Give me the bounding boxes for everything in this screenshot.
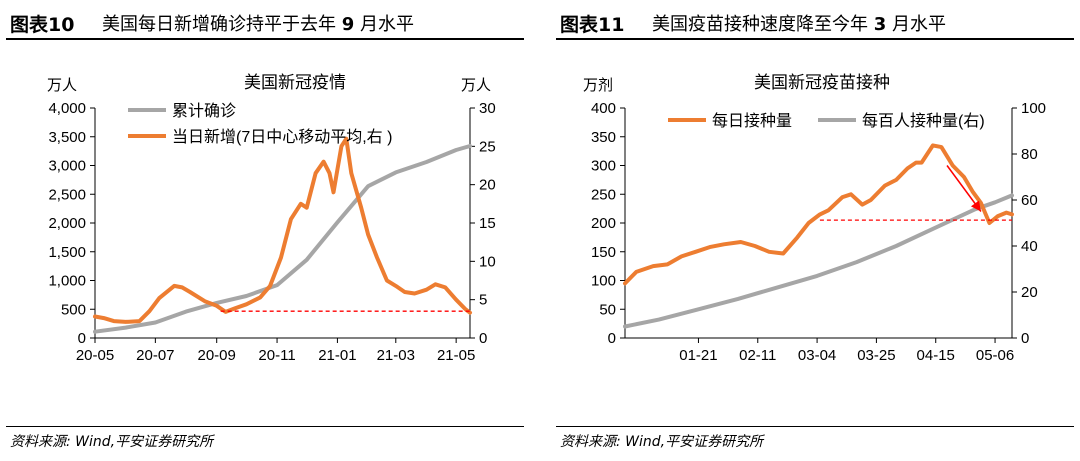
x-tick-label: 02-11 xyxy=(739,347,776,360)
y-right-tick-label: 40 xyxy=(1021,238,1038,255)
y-left-tick-label: 3,000 xyxy=(48,158,86,175)
cases-line-chart: 美国新冠疫情 万人 万人 0 500 1,000 1,500 2,000 2,500 3,000 3… xyxy=(47,73,496,360)
y-right-tick-label: 30 xyxy=(479,100,496,117)
y-right-tick-label: 80 xyxy=(1021,146,1038,163)
x-tick-label: 21-05 xyxy=(437,347,475,360)
legend-label: 每日接种量 xyxy=(712,112,792,130)
x-tick-label: 03-04 xyxy=(798,347,836,360)
y-right-unit: 万人 xyxy=(461,77,491,94)
x-tick-label: 01-21 xyxy=(679,347,717,360)
y-right-tick-label: 25 xyxy=(479,138,496,155)
figure-number: 图表10 xyxy=(10,14,75,36)
y-left-tick-label: 150 xyxy=(591,244,616,261)
x-tick-label: 20-07 xyxy=(136,347,174,360)
series-line-right xyxy=(93,136,472,324)
trend-arrow-head xyxy=(970,200,981,212)
y-right-tick-label: 0 xyxy=(1021,330,1029,347)
y-right-tick-label: 15 xyxy=(479,215,496,232)
y-right-tick-label: 60 xyxy=(1021,192,1038,209)
source-note: 资料来源: Wind,平安证券研究所 xyxy=(10,434,214,450)
y-left-tick-label: 400 xyxy=(591,100,616,117)
chart-panel-vaccination: 图表11 美国疫苗接种速度降至今年 3 月水平 美国新冠疫苗接种 万剂 0 50 100… xyxy=(550,0,1080,461)
x-tick-label: 21-01 xyxy=(318,347,356,360)
x-tick-label: 20-11 xyxy=(258,347,295,360)
y-left-unit: 万剂 xyxy=(583,77,613,94)
chart-title: 美国新冠疫情 xyxy=(244,73,346,92)
vaccination-line-chart: 美国新冠疫苗接种 万剂 0 50 100 150 200 250 300 350 400 0 20 40 6… xyxy=(583,73,1046,360)
figure-number: 图表11 xyxy=(560,14,625,36)
figure-title: 美国每日新增确诊持平于去年 9 月水平 xyxy=(102,14,414,35)
y-left-tick-label: 300 xyxy=(591,158,616,175)
y-left-tick-label: 2,000 xyxy=(48,215,86,232)
chart-panel-cases: 图表10 美国每日新增确诊持平于去年 9 月水平 美国新冠疫情 万人 万人 0 500 1… xyxy=(0,0,530,461)
y-right-tick-label: 20 xyxy=(1021,284,1038,301)
legend-label: 累计确诊 xyxy=(172,102,236,120)
y-left-tick-label: 50 xyxy=(599,301,616,318)
legend-label: 每百人接种量(右) xyxy=(862,112,985,130)
x-tick-label: 05-06 xyxy=(976,347,1014,360)
y-left-tick-label: 100 xyxy=(591,273,616,290)
y-right-tick-label: 5 xyxy=(479,292,487,309)
x-tick-label: 20-05 xyxy=(76,347,114,360)
x-tick-label: 04-15 xyxy=(917,347,955,360)
series-line-left xyxy=(93,144,472,334)
y-left-tick-label: 1,000 xyxy=(48,273,86,290)
x-tick-label: 03-25 xyxy=(857,347,895,360)
source-note: 资料来源: Wind,平安证券研究所 xyxy=(560,434,764,450)
figure-header: 图表11 美国疫苗接种速度降至今年 3 月水平 xyxy=(556,4,1074,40)
y-left-tick-label: 350 xyxy=(591,129,616,146)
chart-title: 美国新冠疫苗接种 xyxy=(754,73,890,92)
y-right-tick-label: 0 xyxy=(479,330,487,347)
y-left-tick-label: 1,500 xyxy=(48,244,86,261)
y-left-unit: 万人 xyxy=(47,77,77,94)
x-tick-label: 20-09 xyxy=(198,347,236,360)
y-left-tick-label: 2,500 xyxy=(48,186,86,203)
legend-label: 当日新增(7日中心移动平均,右 ) xyxy=(172,128,392,146)
figure-footer: 资料来源: Wind,平安证券研究所 xyxy=(6,426,524,455)
y-left-tick-label: 3,500 xyxy=(48,129,86,146)
y-right-tick-label: 100 xyxy=(1021,100,1046,117)
y-left-tick-label: 250 xyxy=(591,186,616,203)
y-left-tick-label: 4,000 xyxy=(48,100,86,117)
figure-footer: 资料来源: Wind,平安证券研究所 xyxy=(556,426,1074,455)
figure-header: 图表10 美国每日新增确诊持平于去年 9 月水平 xyxy=(6,4,524,40)
y-right-tick-label: 10 xyxy=(479,253,496,270)
y-left-tick-label: 500 xyxy=(61,301,86,318)
series-line-left xyxy=(623,143,1014,286)
y-left-tick-label: 200 xyxy=(591,215,616,232)
y-left-tick-label: 0 xyxy=(608,330,616,347)
x-tick-label: 21-03 xyxy=(377,347,415,360)
figure-title: 美国疫苗接种速度降至今年 3 月水平 xyxy=(652,14,946,35)
y-left-tick-label: 0 xyxy=(78,330,86,347)
y-right-tick-label: 20 xyxy=(479,177,496,194)
